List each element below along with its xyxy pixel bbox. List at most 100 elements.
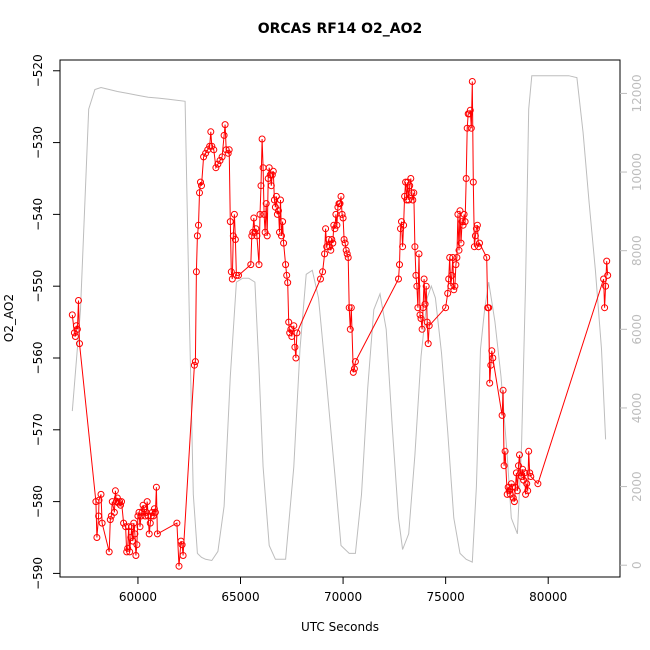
o2-point [460, 210, 468, 218]
o2-point [467, 124, 475, 132]
o2-point [409, 196, 417, 204]
o2-point [272, 192, 280, 200]
o2-point [422, 282, 430, 290]
o2-point [425, 322, 433, 330]
o2-point [282, 261, 290, 269]
o2-point [73, 325, 81, 333]
y2-tick-label: 4000 [630, 393, 644, 424]
o2-point [198, 182, 205, 190]
o2-point [214, 160, 222, 168]
o2-point [193, 232, 201, 240]
o2-point [148, 508, 156, 516]
o2-point [499, 386, 507, 394]
o2-point [488, 347, 496, 355]
o2-point [521, 469, 529, 477]
o2-point [76, 340, 83, 348]
o2-point [405, 196, 413, 204]
o2-point [418, 325, 426, 333]
o2-point [501, 447, 509, 455]
o2-point [140, 505, 148, 513]
o2-point [526, 469, 534, 477]
o2-point [267, 182, 275, 190]
o2-point [414, 304, 422, 312]
o2-point [93, 534, 101, 541]
o2-point [197, 178, 204, 186]
o2-point [216, 157, 224, 164]
o2-point [117, 501, 124, 509]
o2-point [500, 462, 508, 470]
o2-point [127, 534, 135, 541]
o2-point [398, 218, 405, 226]
o2-point [208, 142, 216, 150]
o2-point [110, 508, 118, 516]
o2-point [265, 164, 273, 172]
o2-point [509, 494, 517, 502]
o2-point [424, 340, 432, 348]
o2-point [489, 354, 497, 362]
o2-point [277, 196, 284, 204]
o2-point [601, 304, 609, 312]
o2-point [336, 200, 344, 208]
o2-point [485, 304, 493, 312]
o2-point [337, 192, 345, 200]
y-tick-label: −520 [31, 54, 45, 87]
o2-point [227, 268, 235, 276]
o2-point [212, 164, 220, 172]
o2-point [466, 106, 474, 114]
o2-point [396, 261, 403, 269]
o2-point [224, 149, 232, 157]
o2-point [276, 228, 283, 236]
o2-point [206, 142, 214, 150]
o2-point [325, 236, 333, 243]
o2-point [603, 257, 611, 265]
o2-point [534, 480, 542, 488]
o2-point [291, 343, 299, 351]
o2-point [129, 537, 137, 545]
o2-point [524, 487, 532, 495]
o2-point [419, 304, 427, 312]
o2-point [407, 175, 415, 182]
o2-point [395, 275, 402, 283]
o2-point [72, 322, 80, 330]
o2-point [319, 268, 327, 276]
o2-point [412, 271, 420, 279]
o2-point [175, 562, 183, 570]
x-tick-label: 65000 [221, 590, 259, 604]
o2-point [116, 498, 123, 506]
o2-point [178, 541, 186, 549]
o2-point [600, 275, 608, 283]
o2-point [260, 210, 268, 218]
o2-point [143, 498, 151, 506]
o2-point [421, 300, 429, 308]
o2-point [221, 121, 229, 129]
o2-point [444, 289, 452, 297]
o2-point [456, 207, 464, 215]
o2-point [228, 275, 236, 283]
o2-point [525, 447, 533, 455]
o2-series [68, 78, 612, 570]
o2-point [442, 304, 450, 312]
o2-point [408, 189, 416, 197]
o2-point [149, 512, 157, 520]
o2-point [278, 232, 285, 240]
o2-point [190, 361, 198, 369]
o2-point [229, 232, 237, 240]
o2-point [71, 333, 79, 340]
o2-point [417, 315, 425, 322]
o2-point [328, 236, 336, 243]
o2-point [120, 519, 128, 527]
o2-point [137, 512, 145, 520]
o2-point [411, 243, 419, 251]
o2-point [257, 182, 265, 190]
o2-point [283, 271, 291, 279]
o2-point [113, 494, 121, 502]
o2-point [331, 225, 339, 233]
y-axis-label: O2_AO2 [2, 294, 16, 342]
x-tick-label: 80000 [529, 590, 567, 604]
o2-point [111, 487, 119, 495]
o2-point [118, 498, 125, 506]
o2-point [512, 469, 520, 477]
o2-point [220, 131, 228, 139]
o2-point [519, 465, 527, 473]
o2-point [130, 519, 138, 527]
